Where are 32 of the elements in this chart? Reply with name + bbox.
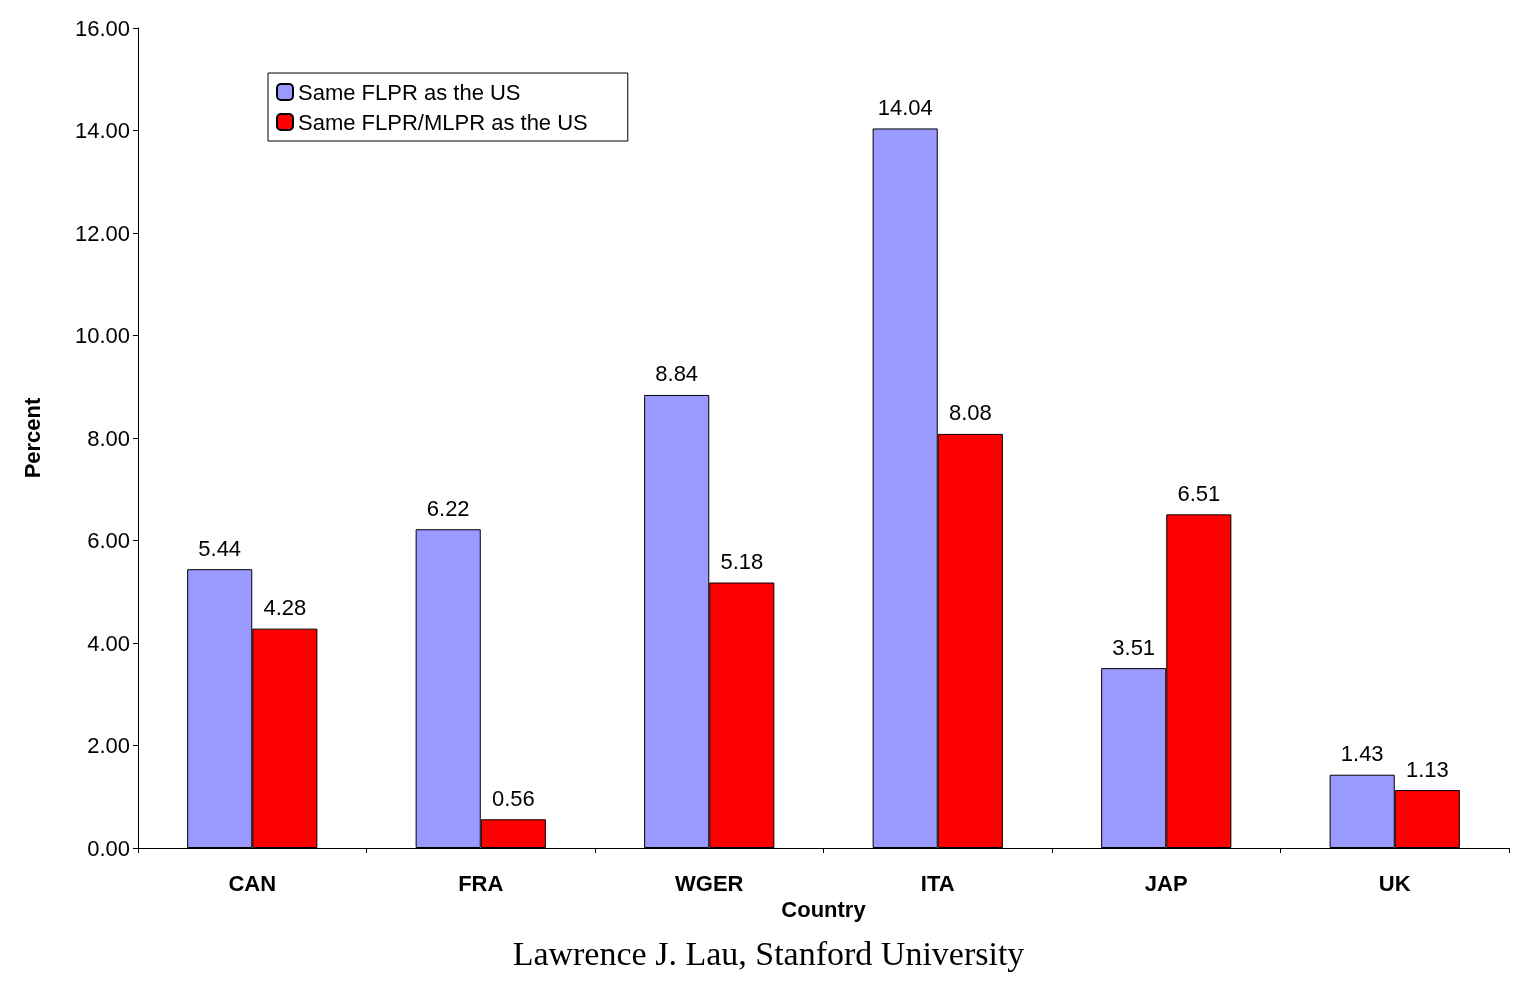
y-tick-label: 4.00 [87,630,130,656]
data-label: 8.84 [655,361,699,387]
x-tick-label: FRA [458,870,504,896]
y-tick-label: 16.00 [74,15,130,41]
legend-label: Same FLPR as the US [298,79,521,105]
x-tick-label: WGER [675,870,744,896]
y-tick-label: 2.00 [87,733,130,758]
y-tick-label: 8.00 [87,425,130,451]
x-tick-label: CAN [228,870,277,896]
data-label: 1.43 [1340,741,1384,767]
x-axis-title: Country [781,897,867,923]
data-label: 14.04 [877,94,933,120]
data-label: 8.08 [948,400,992,426]
text: Lawrence J. Lau, Stanford University [512,934,1025,972]
data-label: 0.56 [491,785,535,811]
x-tick-label: JAP [1144,870,1188,896]
data-label: 3.51 [1112,634,1156,660]
data-label: 4.28 [263,595,307,621]
data-label: 1.13 [1405,756,1449,782]
y-tick-label: 10.00 [74,323,130,348]
x-tick-label: ITA [920,870,955,896]
x-tick-label: UK [1378,870,1411,896]
y-tick-label: 6.00 [87,528,130,553]
y-tick-label: 12.00 [74,220,130,246]
y-axis-title: Percent [19,396,45,479]
data-label: 6.51 [1177,480,1221,506]
data-label: 5.44 [198,535,242,561]
y-tick-label: 0.00 [87,835,130,861]
data-label: 5.18 [720,549,764,575]
legend-label: Same FLPR/MLPR as the US [298,109,588,135]
data-label: 6.22 [426,495,470,521]
y-tick-label: 14.00 [74,118,130,143]
